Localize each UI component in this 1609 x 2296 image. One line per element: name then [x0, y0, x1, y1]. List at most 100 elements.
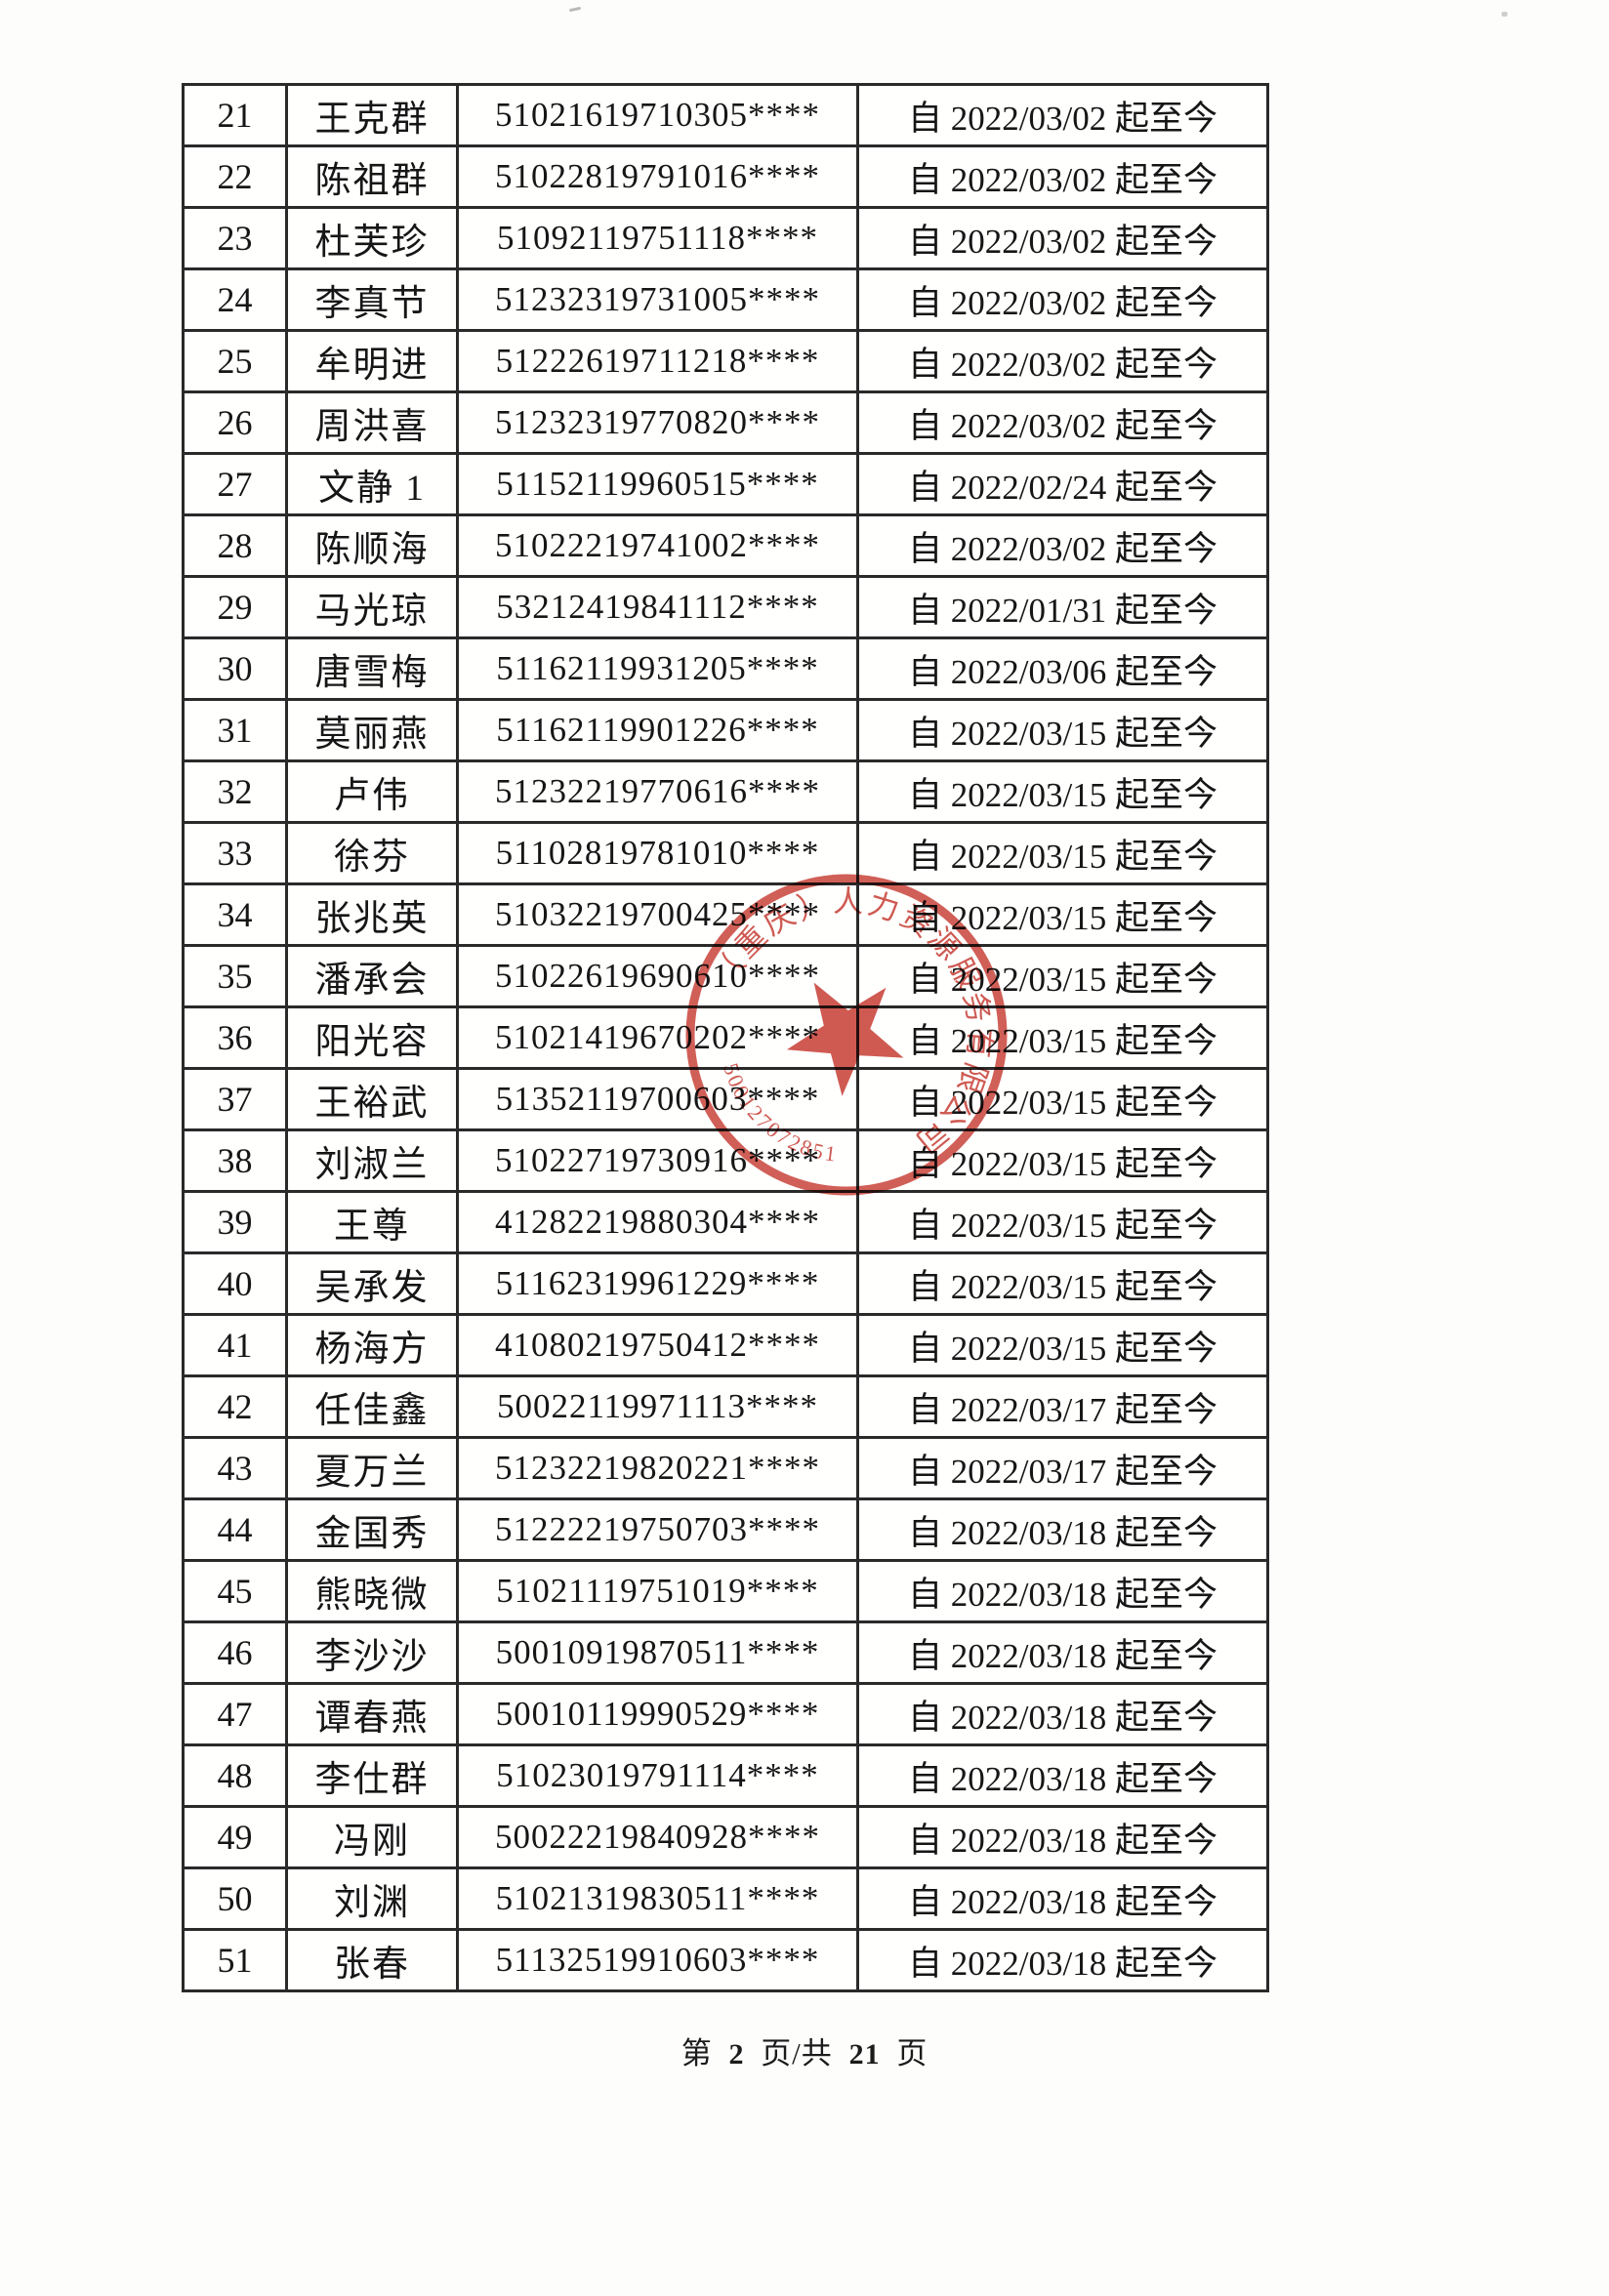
person-name-cell: 刘淑兰 [285, 1131, 456, 1190]
period-cell: 自 2022/03/15 起至今 [856, 701, 1266, 759]
period-cell: 自 2022/03/15 起至今 [856, 1193, 1266, 1251]
id-number-cell: 51021419670202**** [456, 1008, 856, 1067]
person-name-cell: 陈祖群 [285, 147, 456, 206]
id-number-cell: 51021319830511**** [456, 1869, 856, 1928]
id-number-cell: 50010919870511**** [456, 1623, 856, 1682]
id-number-cell: 50022219840928**** [456, 1808, 856, 1866]
person-name-cell: 唐雪梅 [285, 639, 456, 698]
period-cell: 自 2022/03/18 起至今 [856, 1746, 1266, 1805]
period-cell: 自 2022/03/18 起至今 [856, 1808, 1266, 1866]
period-cell: 自 2022/03/18 起至今 [856, 1685, 1266, 1743]
row-number-cell: 34 [217, 895, 253, 934]
row-number-cell: 51 [217, 1941, 253, 1980]
table-row: 43 夏万兰 51232219820221**** 自 2022/03/17 起… [185, 1436, 1266, 1497]
table-row: 39 王尊 41282219880304**** 自 2022/03/15 起至… [185, 1190, 1266, 1251]
person-name-cell: 李真节 [285, 270, 456, 329]
row-number-cell: 49 [217, 1818, 253, 1857]
row-number-cell: 39 [217, 1203, 253, 1242]
period-cell: 自 2022/03/02 起至今 [856, 86, 1266, 144]
person-name-cell: 潘承会 [285, 947, 456, 1005]
person-name-cell: 莫丽燕 [285, 701, 456, 759]
id-number-cell: 51352119700603**** [456, 1070, 856, 1128]
person-name-cell: 马光琼 [285, 578, 456, 636]
row-number-cell: 33 [217, 834, 253, 873]
row-number-cell: 41 [217, 1326, 253, 1365]
id-number-cell: 51022219741002**** [456, 516, 856, 575]
person-name-cell: 熊晓微 [285, 1562, 456, 1620]
row-number-cell: 44 [217, 1510, 253, 1549]
table-row: 37 王裕武 51352119700603**** 自 2022/03/15 起… [185, 1067, 1266, 1128]
person-name-cell: 王尊 [285, 1193, 456, 1251]
person-name-cell: 张兆英 [285, 885, 456, 944]
period-cell: 自 2022/03/18 起至今 [856, 1623, 1266, 1682]
row-number-cell: 43 [217, 1449, 253, 1488]
id-number-cell: 51022819791016**** [456, 147, 856, 206]
person-name-cell: 周洪喜 [285, 393, 456, 452]
person-name-cell: 李仕群 [285, 1746, 456, 1805]
table-row: 29 马光琼 53212419841112**** 自 2022/01/31 起… [185, 575, 1266, 636]
table-row: 41 杨海方 41080219750412**** 自 2022/03/15 起… [185, 1313, 1266, 1374]
row-number-cell: 27 [217, 465, 253, 504]
table-row: 34 张兆英 51032219700425**** 自 2022/03/15 起… [185, 882, 1266, 944]
footer-label: 第 [681, 2036, 713, 2070]
person-name-cell: 阳光容 [285, 1008, 456, 1067]
row-number-cell: 46 [217, 1633, 253, 1672]
table-row: 24 李真节 51232319731005**** 自 2022/03/02 起… [185, 267, 1266, 329]
row-number-cell: 25 [217, 342, 253, 381]
scan-artifact [568, 6, 582, 13]
row-number-cell: 50 [217, 1879, 253, 1918]
table-row: 48 李仕群 51023019791114**** 自 2022/03/18 起… [185, 1743, 1266, 1805]
period-cell: 自 2022/03/02 起至今 [856, 516, 1266, 575]
id-number-cell: 41080219750412**** [456, 1316, 856, 1374]
id-number-cell: 51222619711218**** [456, 332, 856, 390]
id-number-cell: 51132519910603**** [456, 1931, 856, 1989]
table-row: 50 刘渊 51021319830511**** 自 2022/03/18 起至… [185, 1866, 1266, 1928]
table-row: 27 文静 1 51152119960515**** 自 2022/02/24 … [185, 452, 1266, 513]
table-row: 33 徐芬 51102819781010**** 自 2022/03/15 起至… [185, 821, 1266, 882]
footer-total-pages: 21 [848, 2038, 881, 2070]
id-number-cell: 51232219820221**** [456, 1439, 856, 1497]
table-row: 25 牟明进 51222619711218**** 自 2022/03/02 起… [185, 329, 1266, 390]
id-number-cell: 41282219880304**** [456, 1193, 856, 1251]
id-number-cell: 51102819781010**** [456, 824, 856, 882]
table-row: 28 陈顺海 51022219741002**** 自 2022/03/02 起… [185, 513, 1266, 575]
id-number-cell: 53212419841112**** [456, 578, 856, 636]
row-number-cell: 35 [217, 957, 253, 996]
row-number-cell: 48 [217, 1756, 253, 1795]
person-name-cell: 李沙沙 [285, 1623, 456, 1682]
row-number-cell: 45 [217, 1572, 253, 1611]
id-number-cell: 51232319731005**** [456, 270, 856, 329]
table-row: 42 任佳鑫 50022119971113**** 自 2022/03/17 起… [185, 1374, 1266, 1436]
row-number-cell: 31 [217, 711, 253, 750]
table-row: 44 金国秀 51222219750703**** 自 2022/03/18 起… [185, 1497, 1266, 1559]
person-name-cell: 杜芙珍 [285, 209, 456, 267]
person-name-cell: 刘渊 [285, 1869, 456, 1928]
table-row: 45 熊晓微 51021119751019**** 自 2022/03/18 起… [185, 1559, 1266, 1620]
id-number-cell: 51092119751118**** [456, 209, 856, 267]
person-name-cell: 陈顺海 [285, 516, 456, 575]
period-cell: 自 2022/03/15 起至今 [856, 824, 1266, 882]
table-row: 35 潘承会 51022619690610**** 自 2022/03/15 起… [185, 944, 1266, 1005]
period-cell: 自 2022/03/02 起至今 [856, 209, 1266, 267]
row-number-cell: 36 [217, 1018, 253, 1057]
table-row: 46 李沙沙 50010919870511**** 自 2022/03/18 起… [185, 1620, 1266, 1682]
id-number-cell: 51232319770820**** [456, 393, 856, 452]
id-number-cell: 50010119990529**** [456, 1685, 856, 1743]
row-number-cell: 28 [217, 526, 253, 565]
footer-label: 页/共 [761, 2036, 833, 2070]
roster-table: 21 王克群 51021619710305**** 自 2022/03/02 起… [182, 83, 1269, 1992]
row-number-cell: 47 [217, 1695, 253, 1734]
row-number-cell: 37 [217, 1080, 253, 1119]
period-cell: 自 2022/03/15 起至今 [856, 1070, 1266, 1128]
row-number-cell: 22 [217, 157, 253, 196]
id-number-cell: 51232219770616**** [456, 762, 856, 821]
period-cell: 自 2022/03/18 起至今 [856, 1869, 1266, 1928]
period-cell: 自 2022/03/18 起至今 [856, 1562, 1266, 1620]
table-row: 38 刘淑兰 51022719730916**** 自 2022/03/15 起… [185, 1128, 1266, 1190]
person-name-cell: 杨海方 [285, 1316, 456, 1374]
row-number-cell: 30 [217, 649, 253, 688]
table-row: 51 张春 51132519910603**** 自 2022/03/18 起至… [185, 1928, 1266, 1989]
period-cell: 自 2022/03/15 起至今 [856, 1131, 1266, 1190]
person-name-cell: 金国秀 [285, 1500, 456, 1559]
